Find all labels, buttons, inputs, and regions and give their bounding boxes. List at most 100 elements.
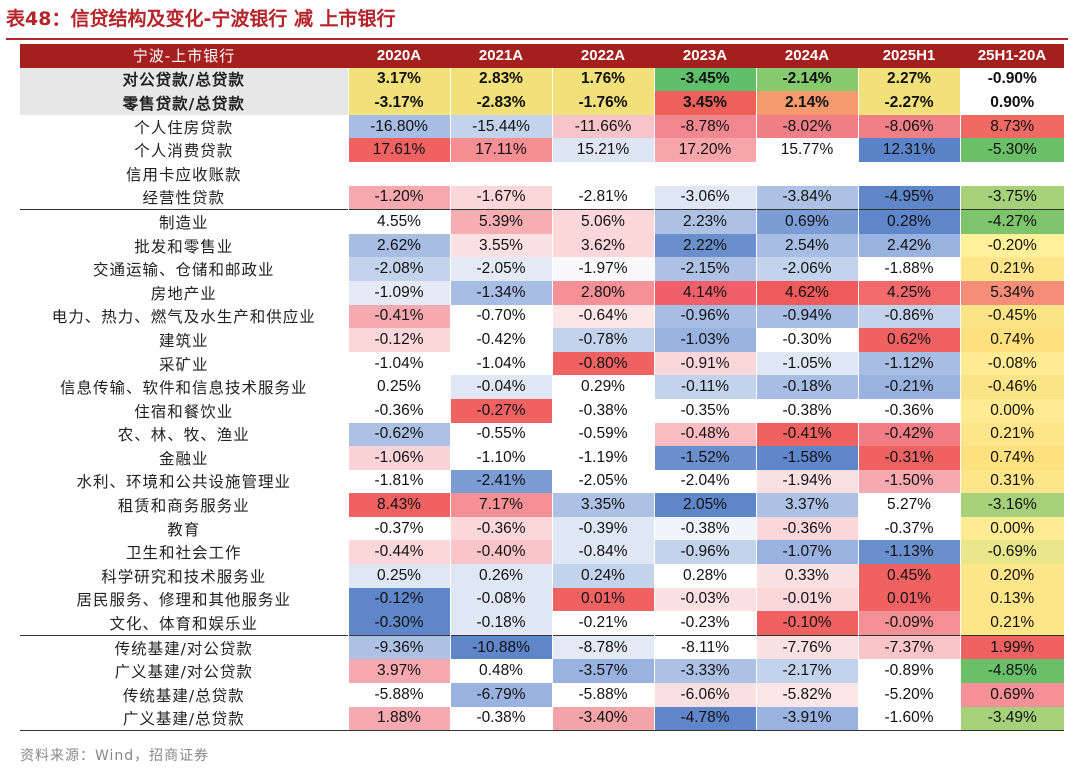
value-cell: 0.25% [347,564,450,588]
value-cell: -0.84% [551,540,654,565]
row-label: 科学研究和技术服务业 [101,567,267,586]
value-cell: -0.12% [347,587,450,612]
table-row: 传统基建/对公贷款 -9.36% -10.88% -8.78% -8.11% -7.76%… [20,634,1064,660]
row-label: 水利、环境和公共设施管理业 [76,473,291,492]
table-row: 文化、体育和娱乐业 -0.30% -0.18% -0.21% -0.23% -0.10% -… [20,611,1064,636]
table-row: 房地产业 -1.09% -1.34% 2.80% 4.14% 4.62% 4.25% 5.34… [20,280,1064,305]
value-cell: -6.06% [653,683,756,707]
value-cell: -0.78% [551,328,654,352]
value-cell: -0.39% [551,516,654,541]
value-cell: -0.31% [857,446,960,470]
value-cell: -0.30% [755,328,858,352]
value-cell: -2.27% [857,91,960,115]
value-cell: 1.76% [551,67,654,92]
value-cell: -0.55% [449,422,552,447]
table-row: 金融业 -1.06% -1.10% -1.19% -1.52% -1.58% -0.31% 0… [20,446,1064,470]
value-cell: -0.30% [347,611,450,636]
table-row: 科学研究和技术服务业 0.25% 0.26% 0.24% 0.28% 0.33% 0.45%… [20,564,1064,588]
value-cell: -2.15% [653,257,756,281]
value-cell: 17.11% [449,138,552,162]
value-cell: 2.14% [755,91,858,115]
value-cell: -0.90% [959,67,1064,92]
row-label: 文化、体育和娱乐业 [109,615,258,634]
value-cell: 2.23% [653,209,756,234]
value-cell: -0.42% [449,328,552,352]
value-cell: -1.60% [857,706,960,732]
value-cell: -0.36% [755,516,858,541]
value-cell: 3.37% [755,493,858,517]
table-row: 信息传输、软件和信息技术服务业 0.25% -0.04% 0.29% -0.11% -0.… [20,375,1064,399]
value-cell: 8.43% [347,493,450,517]
value-cell [551,161,654,186]
value-cell: -0.41% [347,304,450,329]
value-cell: -5.82% [755,683,858,707]
header-col-2021a: 2021A [450,44,552,68]
value-cell: 15.77% [755,138,858,162]
value-cell: -1.19% [551,446,654,470]
value-cell: -0.41% [755,422,858,447]
value-cell: -2.08% [347,257,450,281]
value-cell: 2.80% [551,280,654,305]
row-label: 广义基建/总贷款 [20,706,348,732]
value-cell: -2.17% [755,659,858,684]
value-cell: 17.20% [653,138,756,162]
value-cell: 0.21% [959,422,1064,447]
value-cell: 4.14% [653,280,756,305]
row-label: 信用卡应收账款 [125,165,242,184]
value-cell: -0.48% [653,422,756,447]
value-cell: -0.46% [959,375,1064,399]
value-cell: -0.38% [449,706,552,732]
value-cell [959,161,1064,186]
table-row: 传统基建/总贷款 -5.88% -6.79% -5.88% -6.06% -5.82% -5… [20,683,1064,707]
row-label: 居民服务、修理和其他服务业 [76,591,291,610]
value-cell: -3.84% [755,185,858,210]
row-label: 教育 [167,520,201,539]
value-cell: -3.75% [959,185,1064,210]
value-cell: -0.38% [653,516,756,541]
value-cell: -3.49% [959,706,1064,732]
value-cell: -1.04% [449,351,552,376]
table-row: 制造业 4.55% 5.39% 5.06% 2.23% 0.69% 0.28% -4.27% [20,209,1064,234]
value-cell: 0.01% [551,587,654,612]
value-cell: 12.31% [857,138,960,162]
table-row: 采矿业 -1.04% -1.04% -0.80% -0.91% -1.05% -1.12% -… [20,351,1064,376]
value-cell: 0.62% [857,328,960,352]
value-cell: -0.36% [347,398,450,423]
value-cell: -0.21% [857,375,960,399]
value-cell: 3.17% [347,67,450,92]
source-note: 资料来源：Wind，招商证券 [20,748,210,764]
value-cell: 3.97% [347,659,450,684]
value-cell: -0.18% [755,375,858,399]
value-cell: 0.69% [959,683,1064,707]
value-cell: 2.05% [653,493,756,517]
table-row: 对公贷款/总贷款 3.17% 2.83% 1.76% -3.45% -2.14% 2.27%… [20,67,1064,92]
row-label: 零售贷款/总贷款 [20,91,348,115]
value-cell: 0.69% [755,209,858,234]
value-cell: -0.37% [347,516,450,541]
value-cell: -1.81% [347,469,450,494]
value-cell: 5.39% [449,209,552,234]
value-cell: -2.05% [449,257,552,281]
value-cell: -1.13% [857,540,960,565]
value-cell: -5.20% [857,683,960,707]
row-label: 信息传输、软件和信息技术服务业 [59,379,308,398]
value-cell: -0.10% [755,611,858,636]
table-row: 居民服务、修理和其他服务业 -0.12% -0.08% 0.01% -0.03% -0.0… [20,587,1064,612]
value-cell: -3.40% [551,706,654,732]
value-cell: -0.80% [551,351,654,376]
value-cell: -0.64% [551,304,654,329]
value-cell: -2.06% [755,257,858,281]
value-cell: 5.06% [551,209,654,234]
row-label: 个人住房贷款 [134,118,234,137]
value-cell: 0.90% [959,91,1064,115]
value-cell: 0.26% [449,564,552,588]
header-col-change: 25H1-20A [960,44,1064,68]
value-cell: 0.74% [959,446,1064,470]
row-label: 租赁和商务服务业 [117,497,250,516]
table-row: 广义基建/总贷款 1.88% -0.38% -3.40% -4.78% -3.91% -1.… [20,706,1064,732]
value-cell: 0.74% [959,328,1064,352]
row-label: 个人消费贷款 [134,142,234,161]
value-cell: -1.10% [449,446,552,470]
row-label: 采矿业 [158,355,209,374]
value-cell: 0.28% [653,564,756,588]
